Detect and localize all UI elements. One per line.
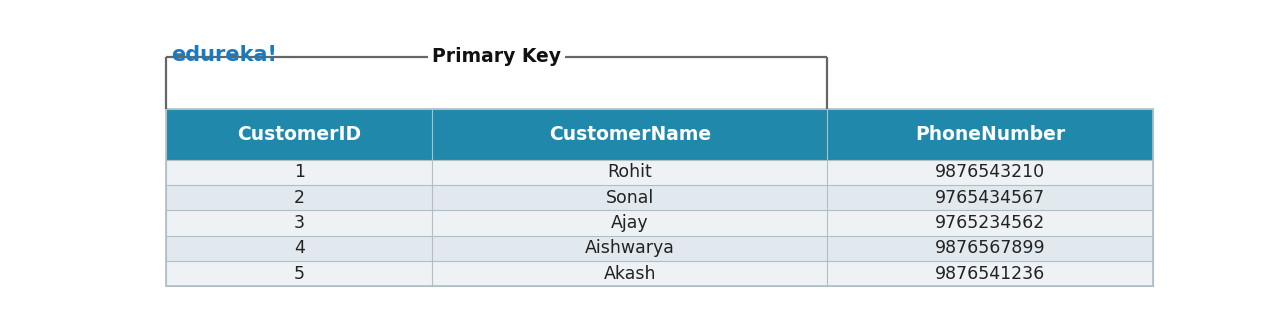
Text: Primary Key: Primary Key [432,47,561,66]
Text: CustomerName: CustomerName [548,125,710,144]
Bar [166,236,1153,261]
Text: Akash: Akash [604,265,656,283]
Text: CustomerID: CustomerID [237,125,362,144]
Text: PhoneNumber: PhoneNumber [915,125,1066,144]
Bar [166,110,1153,286]
Text: 9876543210: 9876543210 [936,163,1045,181]
Text: 3: 3 [293,214,305,232]
Text: Sonal: Sonal [606,189,654,207]
Text: 5: 5 [293,265,305,283]
Bar [166,185,1153,210]
Text: 1: 1 [293,163,305,181]
Text: Aishwarya: Aishwarya [586,239,674,257]
Text: 9765434567: 9765434567 [936,189,1045,207]
Text: 9876567899: 9876567899 [936,239,1046,257]
Text: 9876541236: 9876541236 [936,265,1045,283]
Text: Ajay: Ajay [611,214,649,232]
Bar [166,261,1153,286]
Bar [166,210,1153,236]
Text: 9765234562: 9765234562 [936,214,1045,232]
Text: Rohit: Rohit [607,163,653,181]
Bar [166,160,1153,185]
Bar [166,110,1153,160]
Text: 2: 2 [293,189,305,207]
Text: edureka!: edureka! [171,45,277,66]
Text: 4: 4 [293,239,305,257]
